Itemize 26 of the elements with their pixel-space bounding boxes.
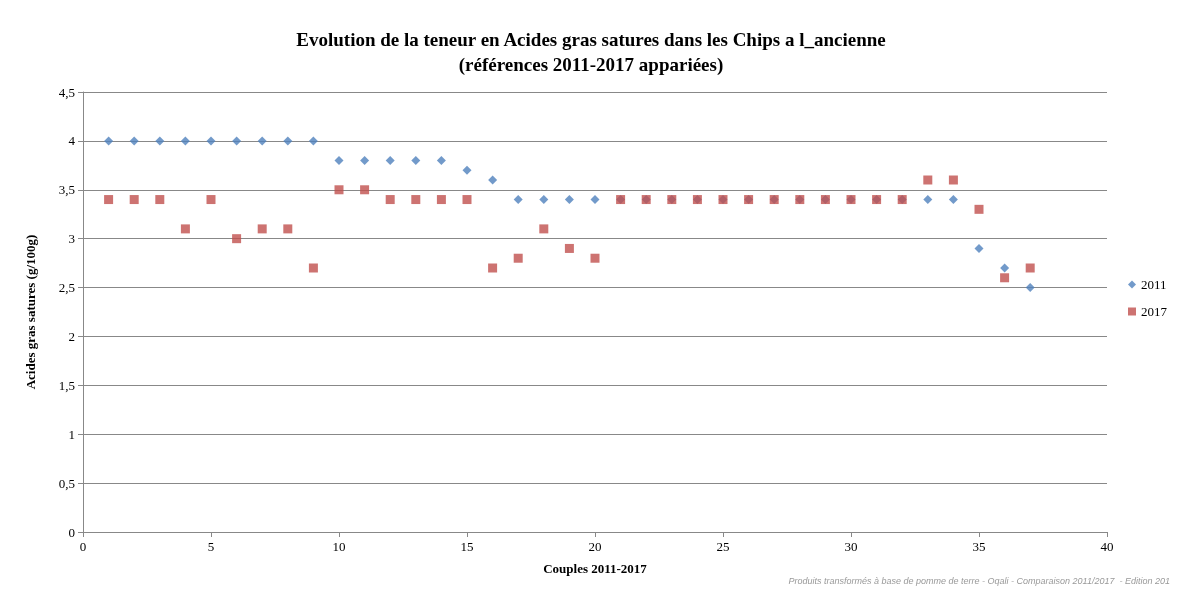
x-axis-title: Couples 2011-2017 bbox=[543, 561, 648, 576]
y-tick-label: 0,5 bbox=[58, 475, 75, 491]
y-tick-label: 0 bbox=[68, 524, 75, 540]
y-axis-title: Acides gras satures (g/100g) bbox=[23, 234, 38, 390]
text: Produits transformés à base de pomme de terre - Oqali - Comparaison 2011/2017 - Edition 201 bbox=[788, 575, 1171, 586]
x-tick-label: 25 bbox=[716, 539, 730, 554]
chart-subtitle: (références 2011-2017 appariées) bbox=[458, 54, 724, 76]
y-tick-label: 1,5 bbox=[58, 377, 75, 393]
y-tick-label: 4,5 bbox=[58, 84, 75, 100]
x-tick-label: 15 bbox=[460, 539, 474, 554]
x-tick-label: 10 bbox=[332, 539, 346, 554]
y-tick-label: 3,5 bbox=[58, 182, 75, 198]
x-tick-label: 20 bbox=[588, 539, 602, 554]
y-tick-label: 2,5 bbox=[58, 280, 75, 296]
x-tick-label: 35 bbox=[972, 539, 986, 554]
legend-label: 2011 bbox=[1141, 277, 1167, 292]
y-tick-label: 3 bbox=[68, 231, 75, 247]
y-tick-label: 1 bbox=[68, 426, 75, 442]
chart-title: Evolution de la teneur en Acides gras satures dans les Chips a l_ancienne bbox=[296, 29, 886, 50]
x-tick-label: 5 bbox=[207, 539, 215, 554]
x-tick-label: 0 bbox=[79, 539, 87, 554]
legend-label: 2017 bbox=[1141, 304, 1168, 319]
x-tick-label: 30 bbox=[844, 539, 858, 554]
y-tick-label: 2 bbox=[68, 328, 75, 344]
y-tick-label: 4 bbox=[68, 133, 76, 149]
x-tick-label: 40 bbox=[1100, 539, 1114, 554]
